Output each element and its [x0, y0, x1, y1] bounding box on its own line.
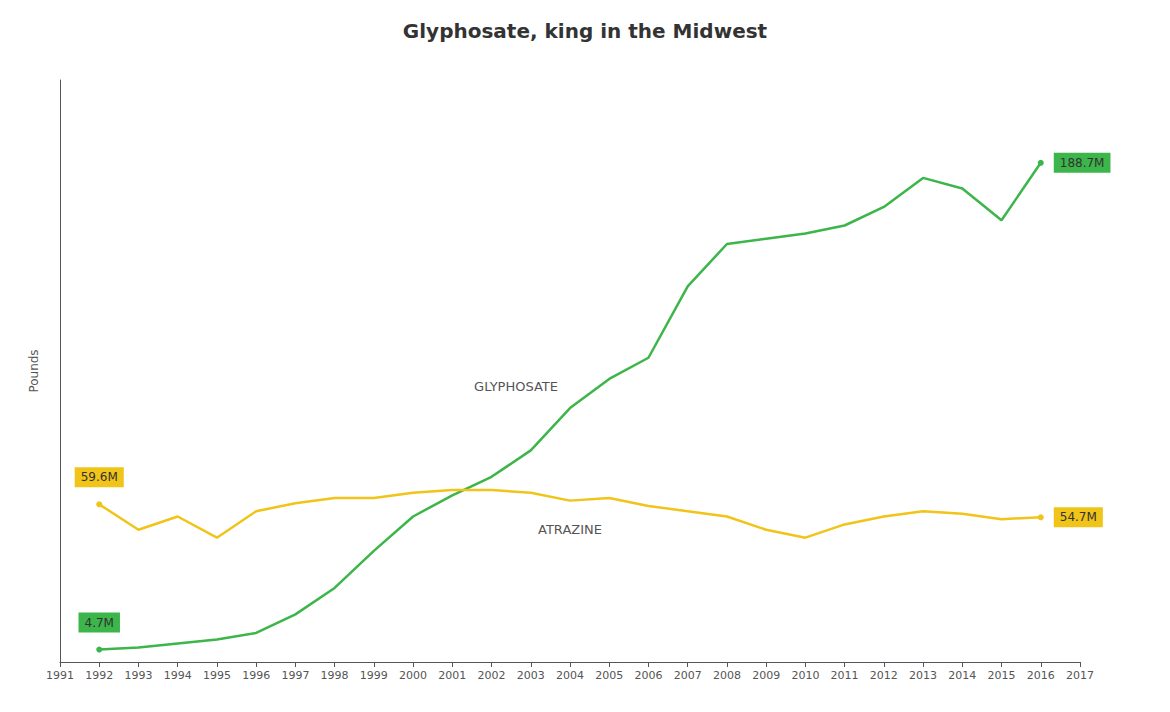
- svg-text:1994: 1994: [164, 669, 192, 682]
- svg-text:2009: 2009: [752, 669, 780, 682]
- svg-text:1992: 1992: [85, 669, 113, 682]
- svg-text:2003: 2003: [517, 669, 545, 682]
- svg-text:1999: 1999: [360, 669, 388, 682]
- svg-text:54.7M: 54.7M: [1060, 510, 1097, 524]
- svg-text:2007: 2007: [674, 669, 702, 682]
- svg-text:2016: 2016: [1027, 669, 1055, 682]
- svg-text:2014: 2014: [948, 669, 976, 682]
- svg-text:ATRAZINE: ATRAZINE: [538, 522, 602, 537]
- svg-text:GLYPHOSATE: GLYPHOSATE: [474, 379, 558, 394]
- svg-text:1996: 1996: [242, 669, 270, 682]
- svg-text:2005: 2005: [595, 669, 623, 682]
- svg-text:1997: 1997: [281, 669, 309, 682]
- svg-text:1993: 1993: [124, 669, 152, 682]
- svg-text:2001: 2001: [438, 669, 466, 682]
- svg-text:2010: 2010: [791, 669, 819, 682]
- svg-text:2015: 2015: [988, 669, 1016, 682]
- svg-text:2011: 2011: [831, 669, 859, 682]
- svg-text:2012: 2012: [870, 669, 898, 682]
- svg-text:Glyphosate, king in the Midwes: Glyphosate, king in the Midwest: [403, 19, 768, 43]
- svg-text:2004: 2004: [556, 669, 584, 682]
- svg-text:2008: 2008: [713, 669, 741, 682]
- svg-text:2002: 2002: [478, 669, 506, 682]
- svg-text:1998: 1998: [321, 669, 349, 682]
- svg-text:Pounds: Pounds: [27, 349, 41, 392]
- svg-text:2006: 2006: [634, 669, 662, 682]
- svg-text:1995: 1995: [203, 669, 231, 682]
- svg-text:2000: 2000: [399, 669, 427, 682]
- svg-text:2017: 2017: [1066, 669, 1094, 682]
- svg-text:188.7M: 188.7M: [1060, 156, 1105, 170]
- svg-text:2013: 2013: [909, 669, 937, 682]
- svg-text:4.7M: 4.7M: [85, 616, 114, 630]
- svg-text:1991: 1991: [46, 669, 74, 682]
- svg-text:59.6M: 59.6M: [81, 470, 118, 484]
